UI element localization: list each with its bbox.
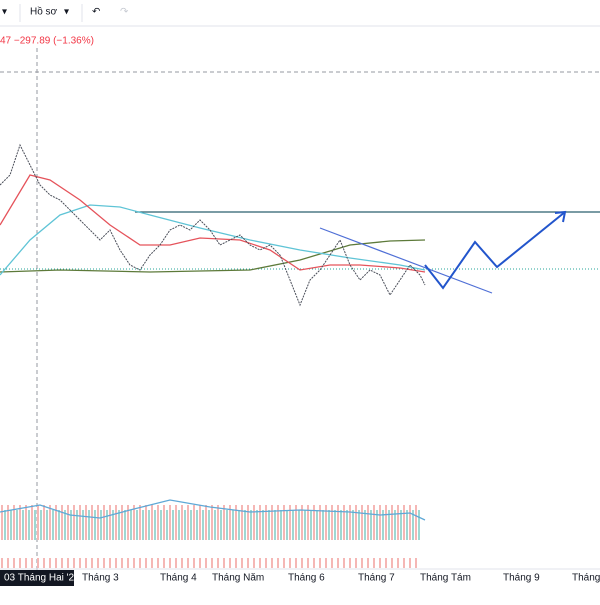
x-tick-label: Tháng 9 <box>503 573 540 584</box>
x-tick-label: Tháng 6 <box>288 573 325 584</box>
volume-ma <box>0 499 426 521</box>
price-bars <box>0 143 426 307</box>
dropdown-caret[interactable]: ▾ <box>64 7 69 18</box>
x-tick-label: Tháng 4 <box>160 573 197 584</box>
short-ma <box>0 174 426 273</box>
projection-arrowhead <box>554 210 567 223</box>
projection-path <box>424 211 566 290</box>
profile-menu[interactable]: Hồ sơ <box>30 6 58 18</box>
x-tick-label: Tháng 7 <box>358 573 395 584</box>
undo-button[interactable]: ↶ <box>92 7 100 18</box>
toolbar: ▾ Hồ sơ ▾ ↶ ↷ <box>0 4 600 27</box>
crosshair-label: 03 Tháng Hai '23 <box>4 573 80 584</box>
mid-ma <box>0 204 426 276</box>
redo-button[interactable]: ↷ <box>120 7 129 18</box>
dropdown-caret[interactable]: ▾ <box>2 7 7 18</box>
x-tick-label: Tháng Tám <box>420 573 471 584</box>
x-axis-labels: Tháng 3 Tháng 4 Tháng Năm Tháng 6 Tháng 7 Thá… <box>82 573 600 584</box>
x-tick-label: Tháng 3 <box>82 573 119 584</box>
trend-line <box>319 227 493 294</box>
x-tick-label: Tháng Năm <box>212 573 264 584</box>
volume-bars <box>0 505 420 568</box>
long-ma <box>0 239 426 273</box>
x-tick-label: Tháng 1 <box>572 573 600 584</box>
crosshair-label-bg <box>0 570 74 586</box>
price-legend: 47 −297.89 (−1.36%) <box>0 36 94 47</box>
